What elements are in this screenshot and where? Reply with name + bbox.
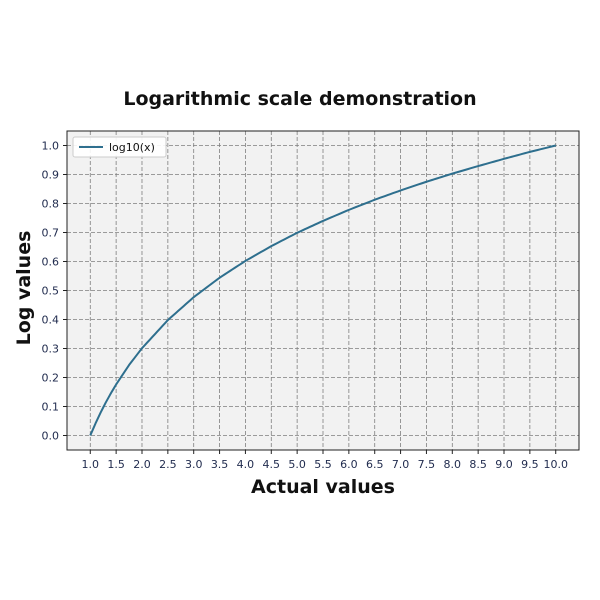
- y-tick-label-7: 0.7: [42, 227, 60, 240]
- series-line-0: [89, 144, 556, 436]
- x-tick-label-6: 4.0: [237, 458, 255, 471]
- x-tick-label-4: 3.0: [185, 458, 203, 471]
- legend-label-0: log10(x): [109, 141, 155, 154]
- y-tick-label-8: 0.8: [42, 198, 60, 211]
- x-tick-label-12: 7.0: [392, 458, 410, 471]
- x-tick-label-14: 8.0: [444, 458, 462, 471]
- x-tick-label-10: 6.0: [340, 458, 358, 471]
- y-tick-label-9: 0.9: [42, 169, 60, 182]
- x-tick-label-11: 6.5: [366, 458, 384, 471]
- x-tick-label-15: 8.5: [469, 458, 487, 471]
- y-tick-label-1: 0.1: [42, 401, 60, 414]
- x-tick-label-0: 1.0: [82, 458, 100, 471]
- x-tick-label-13: 7.5: [418, 458, 436, 471]
- x-tick-label-8: 5.0: [288, 458, 306, 471]
- y-tick-label-0: 0.0: [42, 430, 60, 443]
- x-tick-label-5: 3.5: [211, 458, 229, 471]
- y-tick-label-4: 0.4: [42, 314, 60, 327]
- y-tick-label-5: 0.5: [42, 285, 60, 298]
- x-tick-label-3: 2.5: [159, 458, 177, 471]
- x-tick-label-9: 5.5: [314, 458, 332, 471]
- y-tick-label-6: 0.6: [42, 256, 60, 269]
- x-tick-label-16: 9.0: [495, 458, 513, 471]
- x-tick-label-7: 4.5: [263, 458, 281, 471]
- x-tick-label-2: 2.0: [133, 458, 151, 471]
- y-axis-label: Log values: [13, 230, 35, 346]
- x-tick-label-18: 10.0: [543, 458, 568, 471]
- chart-title: Logarithmic scale demonstration: [123, 88, 477, 110]
- legend-box: [72, 136, 167, 158]
- x-axis-label: Actual values: [251, 476, 395, 498]
- x-tick-label-1: 1.5: [107, 458, 125, 471]
- y-tick-label-2: 0.2: [42, 372, 60, 385]
- y-tick-label-10: 1.0: [42, 140, 60, 153]
- x-tick-label-17: 9.5: [521, 458, 539, 471]
- y-tick-label-3: 0.3: [42, 343, 60, 356]
